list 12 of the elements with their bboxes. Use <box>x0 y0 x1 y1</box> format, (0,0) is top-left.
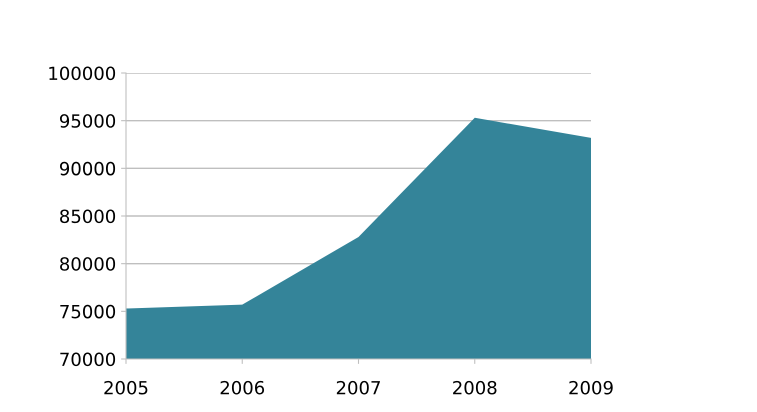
x-tick-label: 2005 <box>104 380 148 395</box>
y-tick-label: 90000 <box>60 162 116 176</box>
y-tick-label: 100000 <box>49 66 116 80</box>
x-tick-label: 2009 <box>569 380 613 395</box>
x-tick-label: 2007 <box>336 380 380 395</box>
x-tick-label: 2008 <box>453 380 496 395</box>
y-tick-label: 75000 <box>60 304 116 318</box>
y-tick-label: 95000 <box>60 114 116 128</box>
y-tick-label: 85000 <box>60 209 116 224</box>
y-tick-label: 70000 <box>60 352 116 366</box>
y-tick-label: 80000 <box>60 257 116 271</box>
x-tick-label: 2006 <box>220 380 264 395</box>
